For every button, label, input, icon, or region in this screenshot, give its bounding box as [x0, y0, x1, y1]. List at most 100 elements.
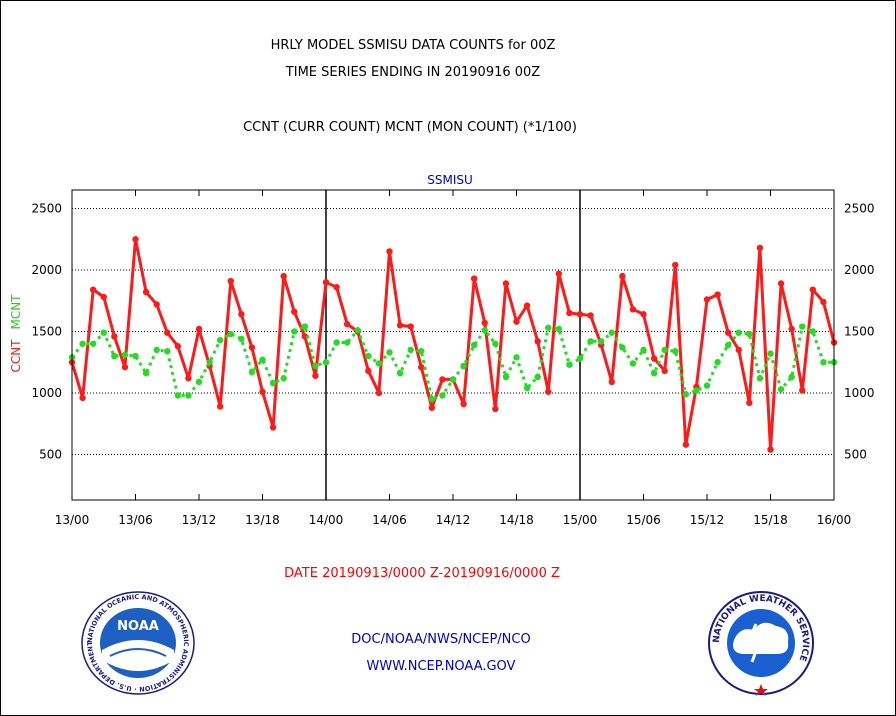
- data-point-mcnt: [428, 395, 436, 403]
- data-point-ccnt: [185, 375, 192, 382]
- data-point-ccnt: [513, 318, 520, 325]
- data-point-mcnt: [89, 340, 97, 347]
- data-point-ccnt: [248, 344, 256, 351]
- noaa-logo: NATIONAL OCEANIC AND ATMOSPHERIC ADMINIS…: [80, 590, 195, 695]
- x-tick-label: 13/06: [118, 513, 153, 527]
- data-point-ccnt: [142, 288, 150, 296]
- x-tick-label: 15/18: [753, 513, 788, 527]
- noaa-wordmark: NOAA: [117, 619, 159, 634]
- data-point-mcnt: [650, 370, 658, 377]
- x-tick-label: 15/06: [626, 513, 661, 527]
- data-point-mcnt: [724, 341, 732, 349]
- y-axis-label-ccnt: CCNT: [9, 339, 23, 373]
- data-point-ccnt: [470, 275, 478, 282]
- data-point-mcnt: [629, 360, 637, 367]
- data-point-mcnt: [767, 350, 774, 357]
- series-layer: [68, 236, 838, 453]
- series-line-ccnt: [70, 237, 836, 452]
- y-tick-label-right: 2000: [844, 263, 875, 277]
- data-point-ccnt: [820, 298, 827, 306]
- data-point-mcnt: [312, 362, 319, 370]
- data-point-mcnt: [418, 347, 425, 355]
- data-point-ccnt: [640, 311, 647, 318]
- data-point-mcnt: [555, 325, 563, 333]
- data-point-ccnt: [746, 399, 753, 407]
- data-point-mcnt: [608, 329, 615, 336]
- data-point-mcnt: [386, 349, 393, 356]
- data-point-mcnt: [375, 360, 383, 367]
- data-point-ccnt: [164, 329, 171, 336]
- data-point-mcnt: [693, 387, 700, 394]
- data-point-ccnt: [809, 286, 817, 293]
- data-point-ccnt: [703, 296, 711, 303]
- data-point-mcnt: [756, 375, 764, 382]
- x-tick-label: 14/12: [436, 513, 471, 527]
- data-point-mcnt: [523, 384, 531, 392]
- data-point-mcnt: [492, 340, 499, 347]
- data-point-mcnt: [513, 354, 520, 361]
- data-point-mcnt: [354, 327, 361, 334]
- y-axis-label-mcnt: MCNT: [9, 294, 23, 330]
- data-point-ccnt: [672, 261, 679, 269]
- data-point-mcnt: [703, 382, 711, 389]
- axis-layer: 500 500 1000 1000 1500 1500 2000 2000 2500 2500 13…: [31, 189, 875, 527]
- data-point-mcnt: [576, 355, 584, 362]
- data-point-ccnt: [195, 325, 203, 333]
- x-tick-label: 14/00: [309, 513, 344, 527]
- y-tick-label-left: 1500: [31, 324, 62, 338]
- date-range-label: DATE 20190913/0000 Z-20190916/0000 Z: [284, 566, 560, 581]
- data-point-ccnt: [227, 277, 234, 285]
- data-point-mcnt: [661, 346, 668, 354]
- y-tick-label-left: 2500: [31, 201, 62, 215]
- org-line: DOC/NOAA/NWS/NCEP/NCO: [351, 632, 531, 647]
- data-point-mcnt: [777, 386, 785, 393]
- website-link[interactable]: WWW.NCEP.NOAA.GOV: [366, 659, 516, 674]
- data-point-mcnt: [746, 330, 753, 338]
- data-point-ccnt: [333, 283, 340, 291]
- x-tick-label: 14/06: [372, 513, 407, 527]
- data-point-mcnt: [142, 370, 150, 377]
- data-point-mcnt: [333, 339, 340, 346]
- data-point-ccnt: [735, 346, 742, 354]
- y-tick-label-right: 1000: [844, 386, 875, 400]
- data-point-mcnt: [111, 352, 118, 360]
- data-point-mcnt: [640, 346, 647, 354]
- data-point-mcnt: [672, 347, 679, 355]
- data-point-mcnt: [238, 335, 245, 343]
- data-point-mcnt: [79, 340, 86, 347]
- data-point-ccnt: [322, 279, 330, 286]
- data-point-ccnt: [619, 272, 626, 280]
- data-point-ccnt: [100, 293, 107, 301]
- data-point-mcnt: [269, 379, 277, 387]
- data-point-ccnt: [523, 302, 531, 309]
- plot-frame: [71, 189, 835, 501]
- data-point-ccnt: [121, 363, 129, 371]
- data-point-mcnt: [619, 344, 626, 351]
- data-point-ccnt: [777, 280, 785, 287]
- data-point-ccnt: [534, 338, 541, 345]
- data-point-ccnt: [89, 286, 97, 293]
- data-point-ccnt: [555, 270, 563, 277]
- x-tick-label: 15/12: [690, 513, 725, 527]
- y-tick-label-left: 1000: [31, 386, 62, 400]
- data-point-ccnt: [428, 404, 436, 411]
- x-tick-label: 13/18: [245, 513, 280, 527]
- y-tick-label-left: 500: [39, 447, 62, 461]
- data-point-mcnt: [365, 352, 372, 360]
- data-point-mcnt: [153, 346, 160, 354]
- data-point-ccnt: [174, 343, 182, 350]
- data-point-ccnt: [396, 322, 404, 329]
- data-point-ccnt: [587, 312, 594, 319]
- data-point-mcnt: [470, 341, 478, 349]
- data-point-mcnt: [343, 339, 351, 346]
- data-point-ccnt: [407, 323, 414, 330]
- data-point-ccnt: [799, 387, 806, 394]
- data-point-ccnt: [682, 441, 690, 448]
- data-point-mcnt: [788, 373, 795, 381]
- data-point-ccnt: [343, 320, 351, 328]
- data-point-ccnt: [111, 333, 118, 340]
- data-point-ccnt: [418, 363, 425, 371]
- panel-title: SSMISU: [427, 173, 473, 187]
- data-point-ccnt: [216, 403, 224, 410]
